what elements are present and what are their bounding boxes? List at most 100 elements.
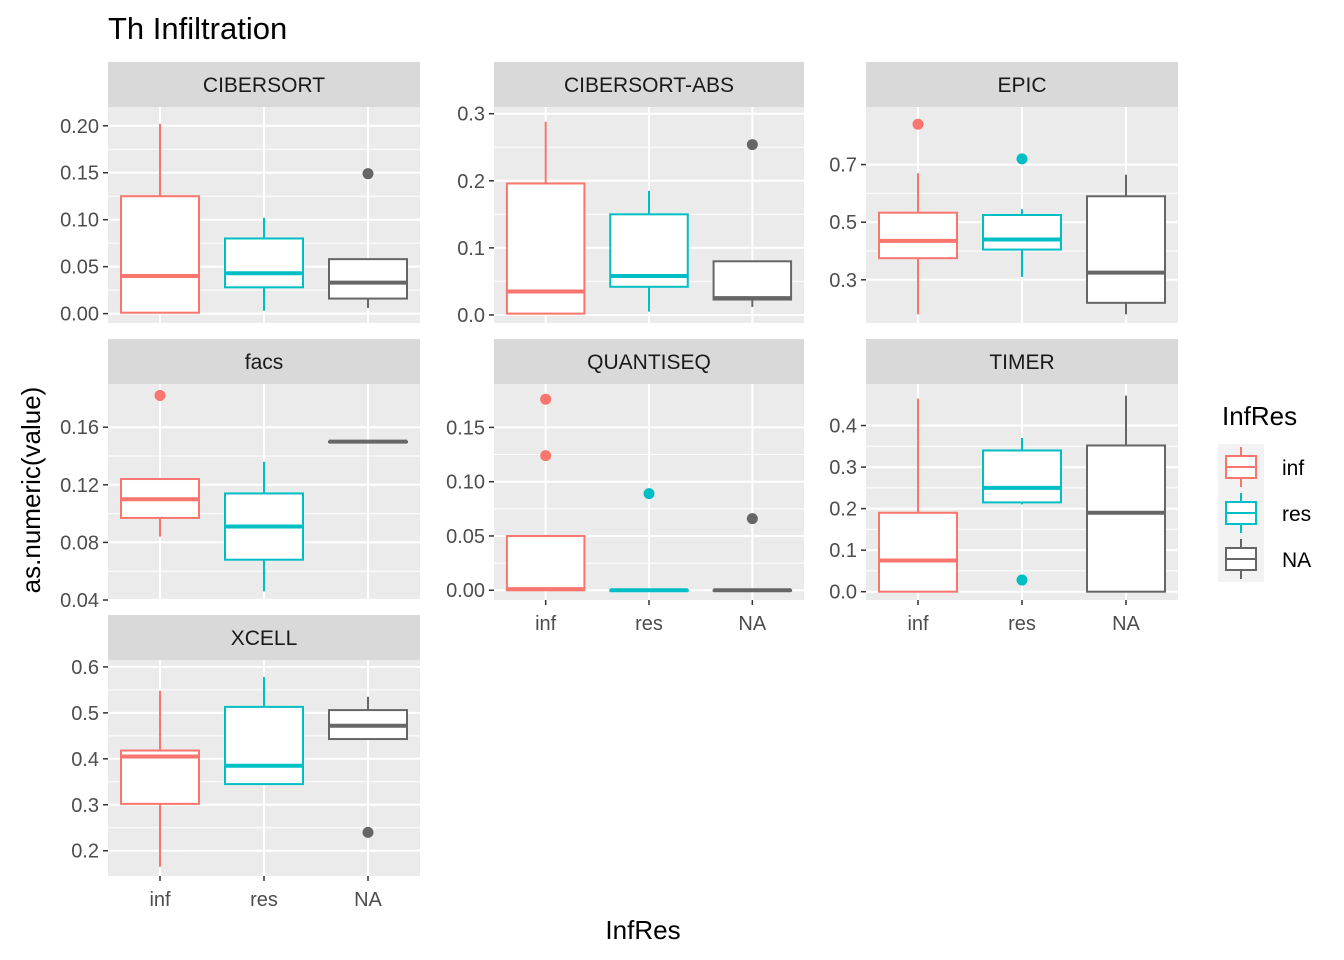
y-tick-label: 0.3	[829, 270, 857, 292]
outlier-point	[154, 390, 166, 402]
x-tick-label: NA	[1112, 613, 1140, 635]
y-tick-label: 0.2	[457, 171, 485, 193]
y-axis-title: as.numeric(value)	[16, 387, 46, 594]
y-tick-label: 0.16	[60, 417, 99, 439]
boxplot-inf	[505, 121, 586, 315]
outlier-point	[746, 513, 758, 525]
legend-key-NA	[1218, 536, 1264, 582]
box	[878, 211, 958, 260]
y-tick-label: 0.15	[446, 417, 485, 439]
outlier-point	[746, 139, 758, 151]
outlier-point	[1016, 153, 1028, 165]
x-tick-label: res	[635, 613, 663, 635]
facet-strip	[494, 339, 804, 384]
y-tick-label: 0.6	[71, 657, 99, 679]
legend-title: InfRes	[1222, 401, 1297, 431]
outlier-point	[362, 826, 374, 838]
facet-strip-label: CIBERSORT	[203, 74, 325, 97]
x-tick-label: NA	[738, 613, 766, 635]
box	[505, 182, 586, 315]
outlier-point	[362, 168, 374, 180]
x-tick-label: inf	[535, 613, 557, 635]
legend-key-inf	[1218, 444, 1264, 490]
box	[1086, 195, 1166, 304]
boxplot-inf	[505, 393, 586, 592]
boxplot-NA	[1086, 395, 1166, 593]
y-tick-label: 0.2	[829, 499, 857, 521]
y-tick-label: 0.1	[457, 238, 485, 260]
y-tick-label: 0.04	[60, 590, 99, 612]
box	[224, 237, 304, 289]
boxplot-res	[224, 677, 304, 786]
y-tick-label: 0.05	[446, 526, 485, 548]
facet-panels: CIBERSORT 0.00 0.05 0.10 0.15 0.20 CIBERSORT-A…	[60, 62, 1178, 911]
facet-strip-label: EPIC	[997, 74, 1046, 97]
y-tick-label: 0.0	[829, 582, 857, 604]
boxplot-NA	[712, 139, 793, 307]
boxplot-res	[609, 190, 689, 312]
y-tick-label: 0.7	[829, 155, 857, 177]
box	[224, 705, 304, 786]
facet-strip-label: facs	[245, 351, 284, 374]
box	[712, 260, 793, 301]
boxplot-NA	[328, 696, 408, 838]
y-tick-label: 0.12	[60, 475, 99, 497]
legend: InfRes inf res NA	[1218, 401, 1311, 582]
outlier-point	[912, 118, 924, 130]
box	[328, 258, 408, 300]
y-tick-label: 0.0	[457, 305, 485, 327]
y-tick-label: 0.1	[829, 540, 857, 562]
y-tick-label: 0.20	[60, 116, 99, 138]
box	[982, 214, 1062, 251]
facet-strip-label: QUANTISEQ	[587, 351, 711, 374]
legend-label: res	[1282, 503, 1311, 526]
y-tick-label: 0.3	[457, 104, 485, 126]
y-tick-label: 0.2	[71, 841, 99, 863]
facet-panel: facs 0.04 0.08 0.12 0.16	[60, 339, 420, 612]
boxplot-NA	[1086, 174, 1166, 315]
facet-strip	[866, 339, 1178, 384]
boxplot-res	[982, 153, 1062, 277]
x-tick-label: res	[1008, 613, 1036, 635]
y-tick-label: 0.08	[60, 532, 99, 554]
facet-strip-label: CIBERSORT-ABS	[564, 74, 734, 97]
boxplot-NA	[712, 513, 793, 593]
facet-panel: EPIC 0.3 0.5 0.7	[829, 62, 1178, 323]
y-tick-label: 0.3	[71, 795, 99, 817]
box	[982, 449, 1062, 504]
boxplot-NA	[328, 168, 408, 308]
boxplot-res	[609, 488, 689, 593]
box	[505, 534, 586, 592]
outlier-point	[540, 393, 552, 405]
facet-strip	[108, 62, 420, 107]
facet-strip	[494, 62, 804, 107]
box	[878, 511, 958, 593]
y-tick-label: 0.00	[446, 580, 485, 602]
y-tick-label: 0.10	[446, 472, 485, 494]
boxplot-inf	[878, 118, 958, 315]
y-tick-label: 0.00	[60, 304, 99, 326]
outlier-point	[1016, 574, 1028, 586]
boxplot-inf	[120, 390, 200, 537]
y-tick-label: 0.4	[71, 749, 99, 771]
facet-panel: TIMER 0.0 0.1 0.2 0.3 0.4 inf res NA	[829, 339, 1178, 635]
y-tick-label: 0.15	[60, 163, 99, 185]
legend-label: NA	[1282, 549, 1311, 572]
x-tick-label: inf	[149, 889, 171, 911]
boxplot-inf	[878, 398, 958, 593]
facet-strip-label: TIMER	[989, 351, 1054, 374]
box	[120, 195, 200, 314]
legend-key-res	[1218, 490, 1264, 536]
box	[120, 749, 200, 805]
y-tick-label: 0.5	[71, 703, 99, 725]
y-tick-label: 0.05	[60, 257, 99, 279]
boxplot-res	[224, 461, 304, 592]
facet-strip-label: XCELL	[231, 627, 298, 650]
legend-label: inf	[1282, 457, 1304, 480]
boxplot-res	[224, 217, 304, 311]
outlier-point	[643, 488, 655, 500]
facet-strip	[108, 615, 420, 660]
x-axis-title: InfRes	[605, 915, 680, 945]
y-tick-label: 0.10	[60, 210, 99, 232]
